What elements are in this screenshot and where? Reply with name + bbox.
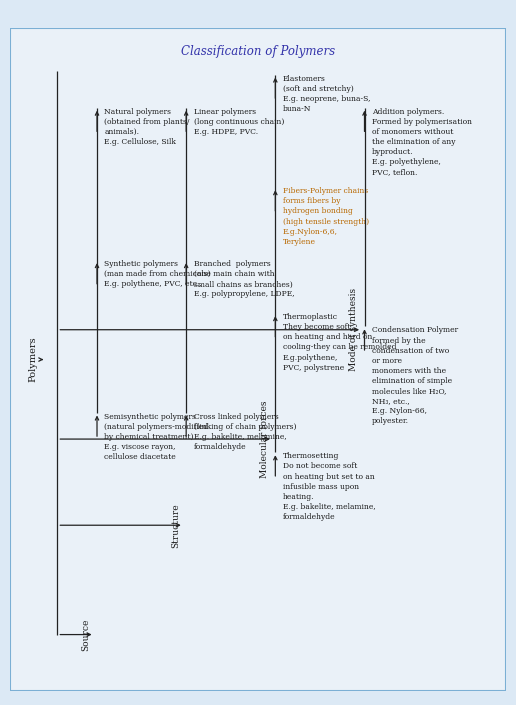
Text: Structure: Structure [171,503,180,548]
Text: Linear polymers
(long continuous chain)
E.g. HDPE, PVC.: Linear polymers (long continuous chain) … [194,108,284,136]
Text: Synthetic polymers
(man made from chemicals)
E.g. polythene, PVC, etc.,: Synthetic polymers (man made from chemic… [104,260,211,288]
Text: Natural polymers
(obtained from plants/
animals).
E.g. Cellulose, Silk: Natural polymers (obtained from plants/ … [104,108,190,146]
Text: Classification of Polymers: Classification of Polymers [181,45,335,58]
FancyBboxPatch shape [10,28,506,691]
Text: Branched  polymers
(one main chain with
small chains as branches)
E.g. polypropy: Branched polymers (one main chain with s… [194,260,294,298]
Text: Condensation Polymer
formed by the
condensation of two
or more
monomers with the: Condensation Polymer formed by the conde… [372,326,458,425]
Text: Thermoplastic
They become soft
on heating and hard on
cooling-they can be remold: Thermoplastic They become soft on heatin… [283,313,396,372]
Text: Elastomers
(soft and stretchy)
E.g. neoprene, buna-S,
buna-N: Elastomers (soft and stretchy) E.g. neop… [283,75,370,113]
Text: Addition polymers.
Formed by polymerisation
of monomers without
the elimination : Addition polymers. Formed by polymerisat… [372,108,472,176]
Text: Semisynthetic polymers
(natural polymers-modified
by chemical treatment)
E.g. vi: Semisynthetic polymers (natural polymers… [104,412,208,461]
Text: Polymers: Polymers [28,337,37,382]
Text: Source: Source [82,618,91,651]
Text: Thermosetting
Do not become soft
on heating but set to an
infusible mass upon
he: Thermosetting Do not become soft on heat… [283,453,376,521]
Text: Fibers-Polymer chains
forms fibers by
hydrogen bonding
(high tensile strength)
E: Fibers-Polymer chains forms fibers by hy… [283,188,369,246]
Text: Cross linked polymers
(linking of chain polymers)
E.g. bakelite, melamine,
forma: Cross linked polymers (linking of chain … [194,412,296,451]
Text: Molecular forces: Molecular forces [260,400,269,478]
Text: Mode of synthesis: Mode of synthesis [349,288,358,372]
